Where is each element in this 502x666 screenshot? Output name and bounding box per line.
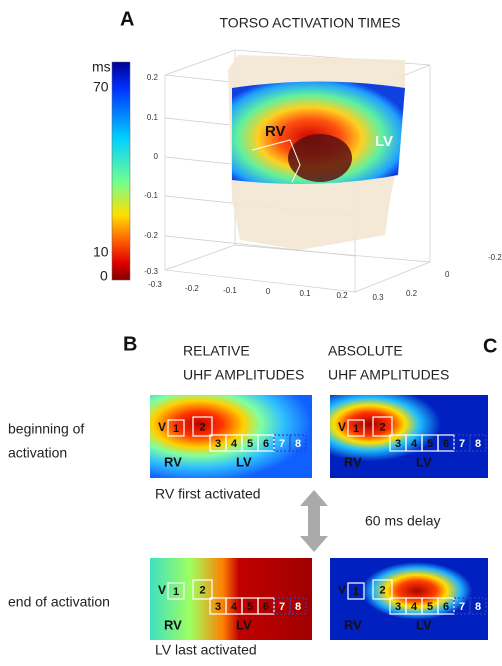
electrode [289,597,307,615]
electrode [289,434,307,452]
electrode [469,434,487,452]
region-label: RV [344,617,362,632]
electrode-label: 4 [231,438,238,450]
electrode-label: 6 [443,438,449,450]
z-tick-label: 0 [154,152,159,161]
electrode-label: 6 [263,438,269,450]
region-label: LV [416,617,432,632]
region-label: LV [236,617,252,632]
electrode-label: V [338,583,346,597]
electrode [167,419,185,437]
region-label: RV [344,454,362,469]
x-tick-label: 0.1 [299,289,311,298]
row-label: end of activation [8,594,110,610]
region-label: RV [164,454,182,469]
panel-label: C [483,335,497,357]
electrode-label: 7 [459,601,465,613]
x-tick-label: -0.2 [185,284,199,293]
electrode-label: 5 [427,601,433,613]
region-label: RV [164,617,182,632]
electrode-label: 6 [263,601,269,613]
electrode-label: 2 [199,421,205,433]
torso-activation [232,81,405,184]
electrode-label: 8 [295,438,301,450]
electrode [347,582,365,600]
electrode [372,416,393,437]
colorbar-unit: ms [92,59,111,75]
electrode-label: 7 [459,438,465,450]
z-tick-label: 0.1 [147,113,159,122]
electrode-label: V [158,420,166,434]
electrode [192,416,213,437]
y-tick-label: -0.2 [488,253,502,262]
electrode-label: 1 [353,586,359,598]
panel-title: RELATIVE [183,343,250,359]
caption: LV last activated [155,642,257,658]
x-tick-label: 0.2 [336,291,348,300]
electrode [192,579,213,600]
heart [288,134,352,182]
colorbar-tick: 10 [93,244,109,260]
colorbar-tick: 70 [93,79,109,95]
electrode-label: 5 [247,438,253,450]
panel-title: UHF AMPLITUDES [328,367,449,383]
panel-label: B [123,333,137,355]
y-tick-label: 0.2 [406,289,418,298]
electrode-label: 1 [173,423,179,435]
row-label: activation [8,445,67,461]
electrode [167,582,185,600]
caption: 60 ms delay [365,513,440,529]
electrode-label: 2 [379,421,385,433]
x-tick-label: 0 [266,287,271,296]
region-label: LV [375,133,393,150]
electrode-label: 5 [247,601,253,613]
panel-title: UHF AMPLITUDES [183,367,304,383]
z-tick-label: -0.1 [144,191,158,200]
electrode-label: 3 [215,601,221,613]
region-label: LV [416,454,432,469]
x-tick-label: -0.1 [223,286,237,295]
electrode-label: 8 [295,601,301,613]
electrode-label: 1 [173,586,179,598]
region-label: LV [236,454,252,469]
electrode-label: 8 [475,438,481,450]
colorbar [111,61,131,281]
electrode-label: 7 [279,601,285,613]
electrode-label: 7 [279,438,285,450]
electrode-label: 3 [215,438,221,450]
electrode-label: 5 [427,438,433,450]
electrode [347,419,365,437]
electrode-label: 4 [411,601,418,613]
electrode-label: 1 [353,423,359,435]
colorbar-tick: 0 [100,268,108,284]
z-tick-label: 0.2 [147,73,159,82]
region-label: RV [265,123,286,140]
panel-label: A [120,8,134,30]
electrode-label: 2 [379,584,385,596]
panel-title: ABSOLUTE [328,343,403,359]
x-tick-label: 0.3 [372,293,384,302]
electrode [469,597,487,615]
electrode-label: V [158,583,166,597]
electrode-label: 3 [395,438,401,450]
z-tick-label: -0.3 [144,267,158,276]
electrode [372,579,393,600]
y-tick-label: 0 [445,270,450,279]
caption: RV first activated [155,486,261,502]
row-label: beginning of [8,421,84,437]
x-tick-label: -0.3 [148,280,162,289]
electrode-label: 4 [231,601,238,613]
panel-title: TORSO ACTIVATION TIMES [220,15,401,31]
septum-line [251,139,301,183]
electrode-label: 6 [443,601,449,613]
delay-arrow [300,490,328,552]
electrode-label: 4 [411,438,418,450]
electrode-label: 3 [395,601,401,613]
z-tick-label: -0.2 [144,231,158,240]
electrode-label: 2 [199,584,205,596]
electrode-label: 8 [475,601,481,613]
electrode-label: V [338,420,346,434]
